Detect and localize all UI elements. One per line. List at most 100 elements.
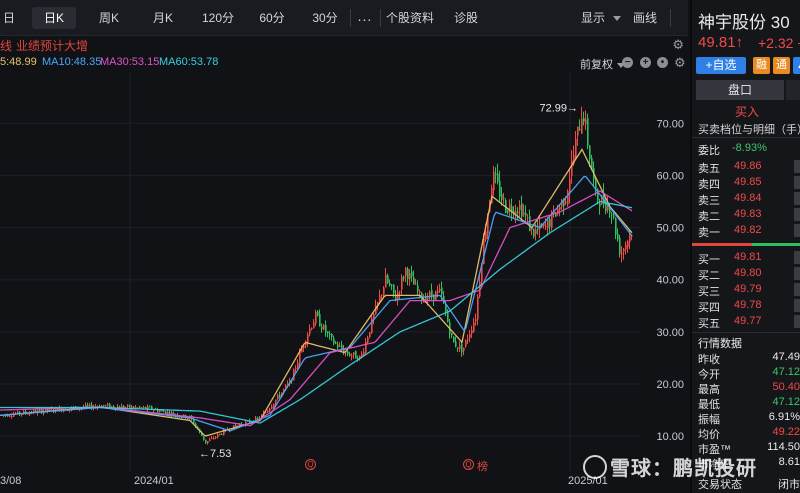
margin-tag[interactable]: 融 <box>753 57 770 74</box>
add-watchlist-button[interactable]: +自选 <box>696 57 746 74</box>
ask-row[interactable]: 卖五 49.86 <box>698 160 800 176</box>
stat-label: 最高 <box>698 384 720 396</box>
candle-body <box>595 180 597 189</box>
bid-price: 49.80 <box>734 267 762 279</box>
candle-body <box>27 413 29 415</box>
news-marker-icon[interactable]: Q <box>463 459 474 470</box>
candle-body <box>547 219 549 229</box>
candle-body <box>167 411 169 414</box>
draw-line-button[interactable]: 画线 <box>632 11 657 25</box>
candle-body <box>361 353 363 357</box>
candle-body <box>163 411 165 413</box>
stat-label: 今开 <box>698 369 720 381</box>
candle-body <box>557 208 559 214</box>
candle-body <box>563 198 565 207</box>
candle-body <box>319 314 321 327</box>
stat-row: 交易状态 闭市 <box>698 476 800 491</box>
ask-price: 49.83 <box>734 208 762 220</box>
candlestick-series <box>1 106 633 445</box>
candle-body <box>161 410 163 412</box>
bid-price: 49.78 <box>734 299 762 311</box>
bid-row[interactable]: 买三 49.79 <box>698 283 800 299</box>
candle-body <box>469 334 471 339</box>
kline-chart[interactable]: 70.00 60.00 50.00 40.00 30.00 20.00 10.00 72.9… <box>0 72 688 472</box>
ask-row[interactable]: 卖二 49.83 <box>698 208 800 224</box>
candle-body <box>375 305 377 315</box>
tab-minute[interactable]: 日 <box>2 11 15 25</box>
more-periods-button[interactable]: ... <box>357 8 373 24</box>
ask-volume-bar <box>794 224 800 237</box>
adjust-mode-dropdown[interactable]: 前复权 <box>580 56 625 72</box>
bid-volume-bar <box>794 267 800 280</box>
ask-level-label: 卖五 <box>698 163 720 175</box>
news-marker-icon[interactable]: Q <box>305 459 316 470</box>
candle-body <box>347 351 349 355</box>
stat-value: 闭市 <box>778 479 800 491</box>
quote-panel: 神宇股份 30 49.81↑ +2.32 + +自选 融 通 ▲ 盘口 买入 买… <box>690 0 800 493</box>
stat-value: 50.40 <box>772 381 800 393</box>
stat-label: 振幅 <box>698 414 720 426</box>
tab-order-book[interactable]: 盘口 <box>696 80 784 100</box>
tab-30min[interactable]: 30分 <box>312 11 338 25</box>
candle-body <box>151 406 153 410</box>
bid-row[interactable]: 买五 49.77 <box>698 315 800 331</box>
bid-row[interactable]: 买一 49.81 <box>698 251 800 267</box>
ask-row[interactable]: 卖三 49.84 <box>698 192 800 208</box>
candle-body <box>445 303 447 313</box>
divider <box>670 9 671 27</box>
display-dropdown[interactable]: 显示 <box>580 7 622 29</box>
candle-body <box>585 119 587 125</box>
stat-label: 昨收 <box>698 354 720 366</box>
ask-volume-bar <box>794 192 800 205</box>
event-forecast-text[interactable]: 业绩预计大增 <box>16 39 89 53</box>
zoom-out-icon[interactable]: − <box>622 57 633 68</box>
price-change: +2.32 + <box>758 35 800 51</box>
tab-daily-k[interactable]: 日K <box>32 7 76 29</box>
candle-body <box>313 322 315 329</box>
bid-volume-bar <box>794 251 800 264</box>
candle-body <box>579 129 581 131</box>
bid-row[interactable]: 买四 49.78 <box>698 299 800 315</box>
candle-body <box>631 235 633 237</box>
candle-body <box>9 415 11 417</box>
move-icon[interactable]: • <box>657 57 668 68</box>
y-tick-label: 20.00 <box>656 379 684 391</box>
weibi-label: 委比 <box>698 145 720 157</box>
candle-body <box>303 345 305 348</box>
candle-body <box>25 411 27 414</box>
candle-body <box>103 405 105 407</box>
zoom-in-icon[interactable]: + <box>640 57 651 68</box>
candle-body <box>327 331 329 334</box>
ask-volume-bar <box>794 160 800 173</box>
candle-body <box>345 352 347 354</box>
connect-tag[interactable]: 通 <box>773 57 790 74</box>
ma30-value: MA30:53.15 <box>100 56 160 68</box>
candle-body <box>203 436 205 440</box>
tab-60min[interactable]: 60分 <box>259 11 285 25</box>
candle-body <box>45 408 47 412</box>
weibi-value: -8.93% <box>732 142 767 154</box>
gear-icon[interactable]: ⚙ <box>672 37 684 52</box>
ask-row[interactable]: 卖一 49.82 <box>698 224 800 240</box>
tab-next[interactable] <box>786 80 800 100</box>
bid-row[interactable]: 买二 49.80 <box>698 267 800 283</box>
bid-level-label: 买二 <box>698 270 720 282</box>
gear-icon[interactable]: ⚙ <box>674 55 686 70</box>
candle-body <box>137 407 139 409</box>
tab-stock-diagnosis[interactable]: 诊股 <box>453 11 478 25</box>
tab-company-profile[interactable]: 个股资料 <box>385 11 434 25</box>
ask-level-label: 卖四 <box>698 179 720 191</box>
buy-header[interactable]: 买入 <box>734 105 759 119</box>
tab-120min[interactable]: 120分 <box>201 11 235 25</box>
candle-body <box>235 425 237 427</box>
tab-weekly-k[interactable]: 周K <box>98 11 119 25</box>
candle-body <box>395 294 397 301</box>
x-tick-label: 3/08 <box>0 475 22 487</box>
candle-body <box>453 336 455 343</box>
tab-monthly-k[interactable]: 月K <box>152 11 173 25</box>
alert-tag[interactable]: ▲ <box>793 57 800 74</box>
candle-body <box>351 355 353 357</box>
ask-row[interactable]: 卖四 49.85 <box>698 176 800 192</box>
candle-body <box>571 160 573 177</box>
ranking-marker[interactable]: 榜 <box>477 461 488 473</box>
